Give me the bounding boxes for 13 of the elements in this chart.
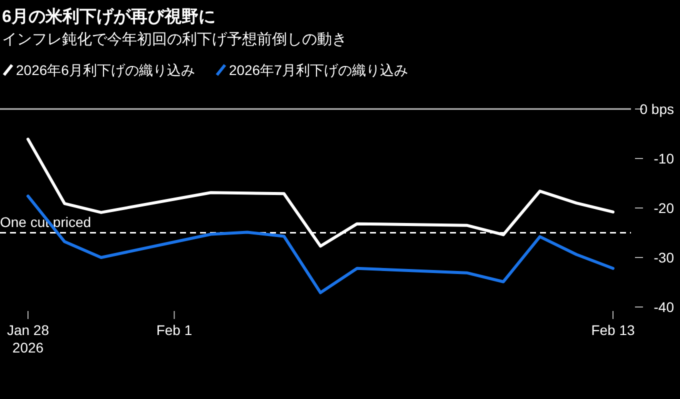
line-series <box>26 194 614 294</box>
legend-label: 2026年6月利下げの織り込み <box>16 62 195 78</box>
legend-label: 2026年7月利下げの織り込み <box>228 62 408 78</box>
y-tick-label: -20 <box>654 200 674 216</box>
x-tick-label: Feb 13 <box>591 322 636 338</box>
y-tick-label: -10 <box>654 150 674 166</box>
chart-title: 6月の米利下げが再び視野に <box>2 7 216 26</box>
y-tick-label: -30 <box>654 250 674 266</box>
y-tick-label: 0 bps <box>640 101 674 117</box>
x-tick-label: Feb 1 <box>156 322 192 338</box>
chart-subtitle: インフレ鈍化で今年初回の利下げ予想前倒しの動き <box>2 31 347 48</box>
x-tick-label: Jan 28 2026 <box>6 322 50 356</box>
y-tick-label: -40 <box>654 299 674 315</box>
